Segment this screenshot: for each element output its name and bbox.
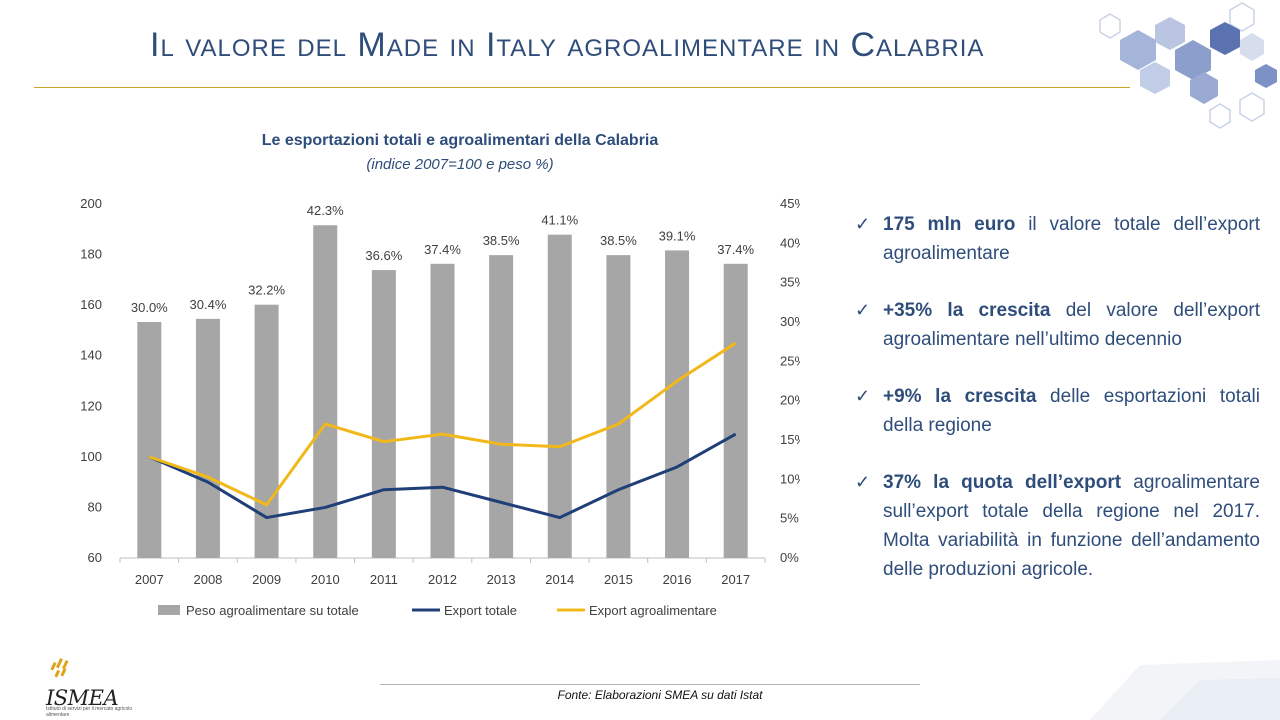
check-icon: ✓ (855, 300, 871, 320)
left-axis-tick-label: 80 (88, 499, 102, 514)
export-chart: 60 80 100 120 140 160 180 200 0% 5% 10% 15% 20% 25% 30… (80, 196, 800, 618)
key-fact-item: ✓ +35% la crescita del valore dell’expor… (855, 296, 1260, 354)
key-facts-list: ✓ 175 mln euro il valore totale dell’exp… (855, 210, 1260, 612)
key-fact-highlight: 175 mln euro (883, 214, 1016, 235)
right-axis-tick-label: 25% (780, 353, 800, 368)
key-fact-text: +9% la crescita delle esportazioni total… (883, 382, 1260, 440)
legend-swatch (158, 605, 180, 615)
x-axis-tick-label: 2014 (545, 572, 574, 587)
key-fact-text: +35% la crescita del valore dell’export … (883, 296, 1260, 354)
left-axis-tick-label: 60 (88, 550, 102, 565)
ismea-logo-icon (50, 658, 69, 678)
bar (254, 304, 279, 558)
x-axis-tick-label: 2010 (311, 572, 340, 587)
right-axis-tick-label: 40% (780, 235, 800, 250)
bar-data-label: 39.1% (659, 228, 696, 243)
key-fact-body: il valore totale dell’export agroaliment… (883, 214, 1260, 264)
slide-title: Il valore del Made in Italy agroalimenta… (150, 26, 985, 64)
right-axis-tick-label: 0% (780, 550, 799, 565)
bar (606, 255, 631, 558)
bar-data-label: 30.0% (131, 300, 168, 315)
bar (723, 263, 748, 558)
right-axis-tick-label: 45% (780, 196, 800, 211)
x-axis-tick-label: 2015 (604, 572, 633, 587)
key-fact-highlight: 37% la quota dell’export (883, 472, 1122, 493)
key-fact-item: ✓ 175 mln euro il valore totale dell’exp… (855, 210, 1260, 268)
logo-wordmark: ISMEA (46, 686, 119, 710)
x-axis-tick-label: 2012 (428, 572, 457, 587)
right-axis-tick-label: 35% (780, 275, 800, 290)
bar (371, 270, 396, 558)
key-fact-body: del valore dell’export agroalimentare ne… (883, 300, 1260, 350)
series-line (148, 341, 737, 507)
bar (430, 263, 455, 558)
x-axis-tick-label: 2016 (663, 572, 692, 587)
left-axis-tick-label: 140 (80, 348, 102, 363)
right-axis-tick-label: 10% (780, 471, 800, 486)
bar-data-label: 37.4% (717, 242, 754, 257)
bar (195, 318, 220, 558)
source-note: Fonte: Elaborazioni SMEA su dati Istat (557, 688, 763, 702)
bar-data-label: 32.2% (248, 283, 285, 298)
x-axis-tick-label: 2008 (193, 572, 222, 587)
left-axis-tick-label: 160 (80, 297, 102, 312)
bar (313, 225, 338, 559)
left-axis-tick-label: 100 (80, 449, 102, 464)
left-axis-tick-label: 200 (80, 196, 102, 211)
logo-subtitle: Istituto di servizi per il mercato agric… (46, 706, 133, 718)
legend-label: Export totale (444, 603, 517, 618)
title-divider (34, 87, 1130, 88)
key-fact-highlight: +35% la crescita (883, 300, 1051, 321)
right-axis-tick-label: 15% (780, 432, 800, 447)
hexagon-decoration-icon (1099, 2, 1277, 129)
key-fact-item: ✓ 37% la quota dell’export agroalimentar… (855, 468, 1260, 584)
left-axis-tick-label: 120 (80, 398, 102, 413)
bar-data-label: 42.3% (307, 203, 344, 218)
key-fact-highlight: +9% la crescita (883, 386, 1037, 407)
x-axis-tick-label: 2017 (721, 572, 750, 587)
x-axis-tick-label: 2011 (370, 572, 398, 587)
bar-data-label: 38.5% (483, 233, 520, 248)
key-fact-body: delle esportazioni totali della regione (883, 386, 1260, 436)
bar-data-label: 41.1% (541, 213, 578, 228)
right-axis-tick-label: 5% (780, 511, 799, 526)
legend-label: Export agroalimentare (589, 603, 717, 618)
corner-decoration-icon (1090, 660, 1280, 720)
bar-data-label: 37.4% (424, 242, 461, 257)
bar-data-label: 30.4% (190, 297, 227, 312)
bar (547, 234, 572, 558)
chart-title: Le esportazioni totali e agroalimentari … (261, 132, 659, 149)
x-axis-tick-label: 2007 (135, 572, 164, 587)
x-axis-tick-label: 2013 (487, 572, 516, 587)
left-axis-tick-label: 180 (80, 247, 102, 262)
x-axis-tick-label: 2009 (252, 572, 281, 587)
legend-label: Peso agroalimentare su totale (186, 603, 359, 618)
check-icon: ✓ (855, 472, 871, 492)
key-fact-body: agroalimentare sull’export totale della … (883, 472, 1260, 580)
key-fact-text: 37% la quota dell’export agroalimentare … (883, 468, 1260, 584)
bar-data-label: 36.6% (365, 248, 402, 263)
check-icon: ✓ (855, 386, 871, 406)
bar (137, 322, 162, 558)
chart-subtitle: (indice 2007=100 e peso %) (366, 156, 554, 173)
check-icon: ✓ (855, 214, 871, 234)
right-axis-tick-label: 30% (780, 314, 800, 329)
series-line (148, 432, 737, 520)
bar (489, 255, 514, 558)
key-fact-item: ✓ +9% la crescita delle esportazioni tot… (855, 382, 1260, 440)
bar-data-label: 38.5% (600, 233, 637, 248)
key-fact-text: 175 mln euro il valore totale dell’expor… (883, 210, 1260, 268)
right-axis-tick-label: 20% (780, 393, 800, 408)
bar (665, 250, 690, 558)
footer-divider (380, 684, 920, 685)
